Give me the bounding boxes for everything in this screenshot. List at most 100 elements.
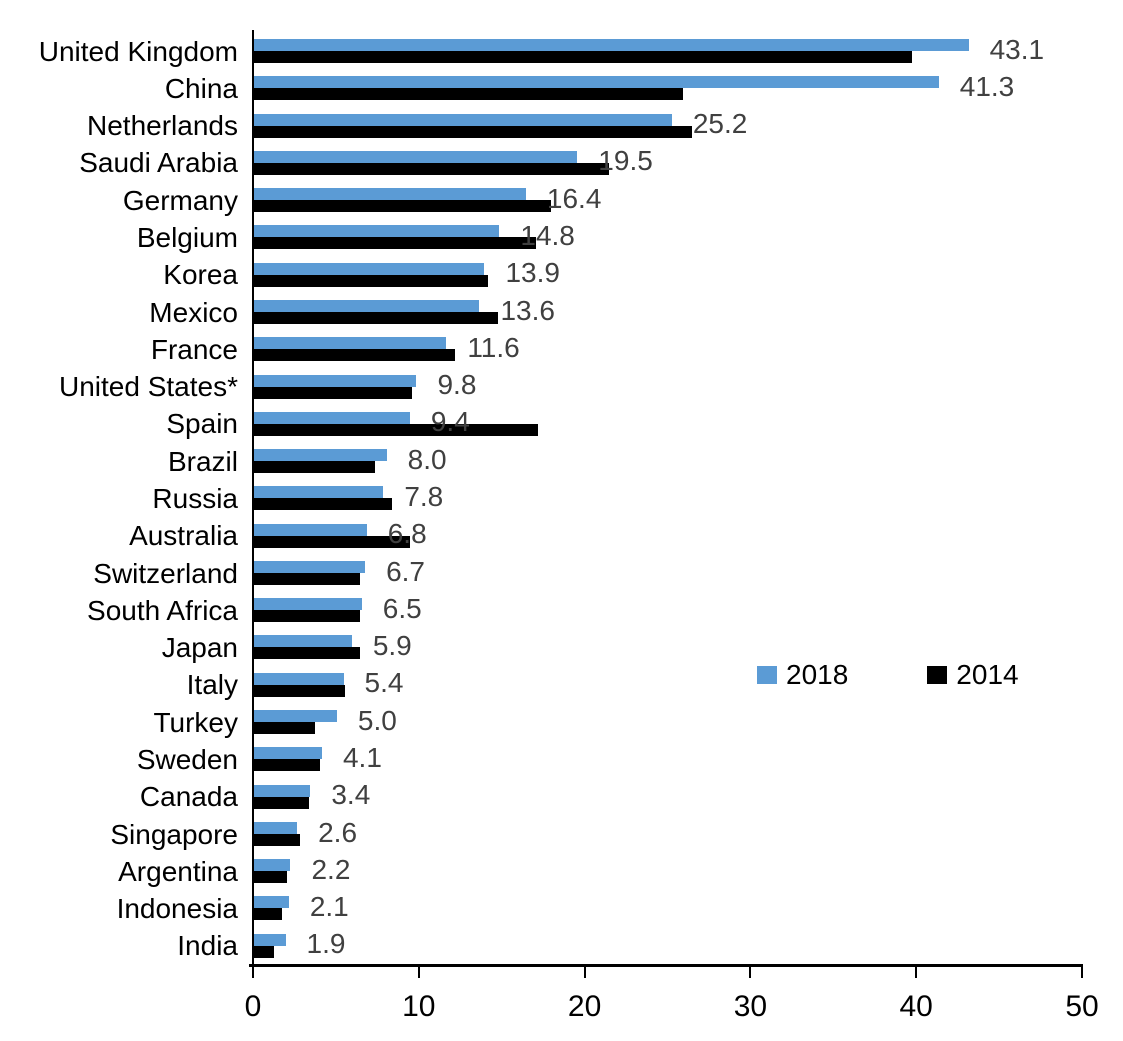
- bar-2014: [254, 833, 301, 846]
- value-label: 13.9: [505, 257, 560, 289]
- bar-2014: [254, 349, 455, 362]
- chart-row: 7.8: [254, 480, 1083, 517]
- bar-2018: [254, 933, 286, 946]
- legend-swatch-2018: [757, 666, 777, 684]
- category-label: Mexico: [149, 296, 238, 328]
- chart-row: 2.2: [254, 853, 1083, 890]
- category-label: Saudi Arabia: [79, 147, 238, 179]
- category-label: Korea: [163, 259, 238, 291]
- value-label: 19.5: [598, 145, 653, 177]
- category-label: France: [150, 333, 238, 365]
- legend: 2018 2014: [757, 659, 1019, 690]
- category-axis-labels: United Kingdom China Netherlands Saudi Arab…: [0, 33, 238, 965]
- chart-row: 5.9: [254, 629, 1083, 666]
- bar-2014: [254, 162, 609, 175]
- bar-2018: [254, 635, 352, 648]
- chart-row: 6.5: [254, 592, 1083, 629]
- bar-2014: [254, 461, 376, 474]
- category-label: Spain: [166, 408, 238, 440]
- x-axis-tick-label: 20: [567, 990, 602, 1023]
- value-label: 16.4: [546, 182, 602, 214]
- chart-row: 41.3: [254, 70, 1083, 107]
- category-label: Germany: [122, 184, 238, 216]
- value-label: 4.1: [342, 741, 382, 773]
- x-axis-line: [249, 964, 1083, 967]
- x-axis-tick: [417, 967, 420, 978]
- x-axis-tick: [252, 967, 254, 978]
- bar-2018: [254, 710, 337, 723]
- value-label: 13.6: [500, 294, 555, 326]
- legend-swatch-2014: [927, 666, 948, 684]
- bar-2018: [254, 896, 289, 909]
- category-label: United States*: [59, 371, 238, 403]
- bar-2018: [254, 411, 410, 424]
- bar-2018: [254, 486, 384, 499]
- x-axis-tick-label: 0: [244, 990, 262, 1023]
- chart-row: 3.4: [254, 779, 1083, 816]
- category-label: United Kingdom: [38, 35, 238, 67]
- bar-2014: [254, 871, 288, 884]
- chart-row: 5.4: [254, 667, 1083, 704]
- bar-2014: [254, 51, 913, 63]
- chart-row: 8.0: [254, 443, 1083, 480]
- bar-2014: [254, 200, 551, 213]
- bar-2018: [254, 859, 291, 872]
- bar-2018: [254, 225, 500, 238]
- chart-row: 13.9: [254, 257, 1083, 294]
- value-label: 25.2: [692, 107, 748, 139]
- value-label: 5.0: [357, 704, 397, 736]
- category-label: Australia: [129, 520, 238, 552]
- bar-2014: [254, 945, 274, 958]
- bar-2014: [254, 498, 392, 511]
- bar-2014: [254, 535, 410, 548]
- bar-2018: [254, 560, 366, 573]
- bar-2018: [254, 188, 526, 201]
- category-label: Brazil: [167, 445, 238, 477]
- value-label: 6.8: [387, 518, 427, 550]
- chart-row: 11.6: [254, 331, 1083, 368]
- chart-row: 14.8: [254, 219, 1083, 256]
- bar-2014: [254, 796, 309, 809]
- value-label: 41.3: [959, 70, 1015, 102]
- category-label: Japan: [161, 632, 238, 664]
- value-label: 2.6: [318, 816, 358, 848]
- value-label: 9.4: [430, 406, 470, 438]
- bar-2014: [254, 125, 692, 138]
- value-label: 43.1: [989, 33, 1045, 65]
- bar-2018: [254, 784, 311, 797]
- x-axis-tick: [583, 967, 586, 978]
- chart-row: 4.1: [254, 741, 1083, 778]
- x-axis-tick-label: 50: [1065, 990, 1099, 1023]
- value-label: 6.7: [386, 555, 426, 587]
- bar-2014: [254, 684, 346, 697]
- value-label: 1.9: [306, 928, 346, 960]
- category-label: Belgium: [136, 222, 238, 254]
- category-label: Argentina: [118, 855, 238, 887]
- chart-row: 6.8: [254, 518, 1083, 555]
- value-label: 14.8: [520, 219, 575, 251]
- value-label: 9.8: [437, 368, 477, 400]
- value-label: 6.5: [382, 592, 422, 624]
- bar-2018: [254, 262, 485, 275]
- value-label: 5.4: [364, 667, 404, 699]
- chart-row: 13.6: [254, 294, 1083, 331]
- category-label: Singapore: [110, 818, 238, 850]
- x-axis-tick: [1081, 967, 1083, 978]
- value-label: 5.9: [372, 629, 412, 661]
- chart-row: 9.8: [254, 369, 1083, 406]
- bar-2014: [254, 274, 488, 287]
- legend-label-2014: 2014: [956, 659, 1019, 690]
- bar-2018: [254, 523, 367, 536]
- value-label: 8.0: [407, 443, 447, 475]
- bar-2014: [254, 237, 536, 250]
- bar-2018: [254, 337, 447, 350]
- category-label: Sweden: [136, 743, 238, 775]
- bar-2014: [254, 610, 361, 623]
- category-label: Canada: [139, 781, 238, 813]
- bar-2014: [254, 423, 538, 436]
- bar-2018: [254, 672, 344, 685]
- chart-row: 9.4: [254, 406, 1083, 443]
- bar-2018: [254, 598, 362, 611]
- x-axis-tick-label: 10: [402, 990, 436, 1023]
- category-label: Russia: [152, 482, 238, 514]
